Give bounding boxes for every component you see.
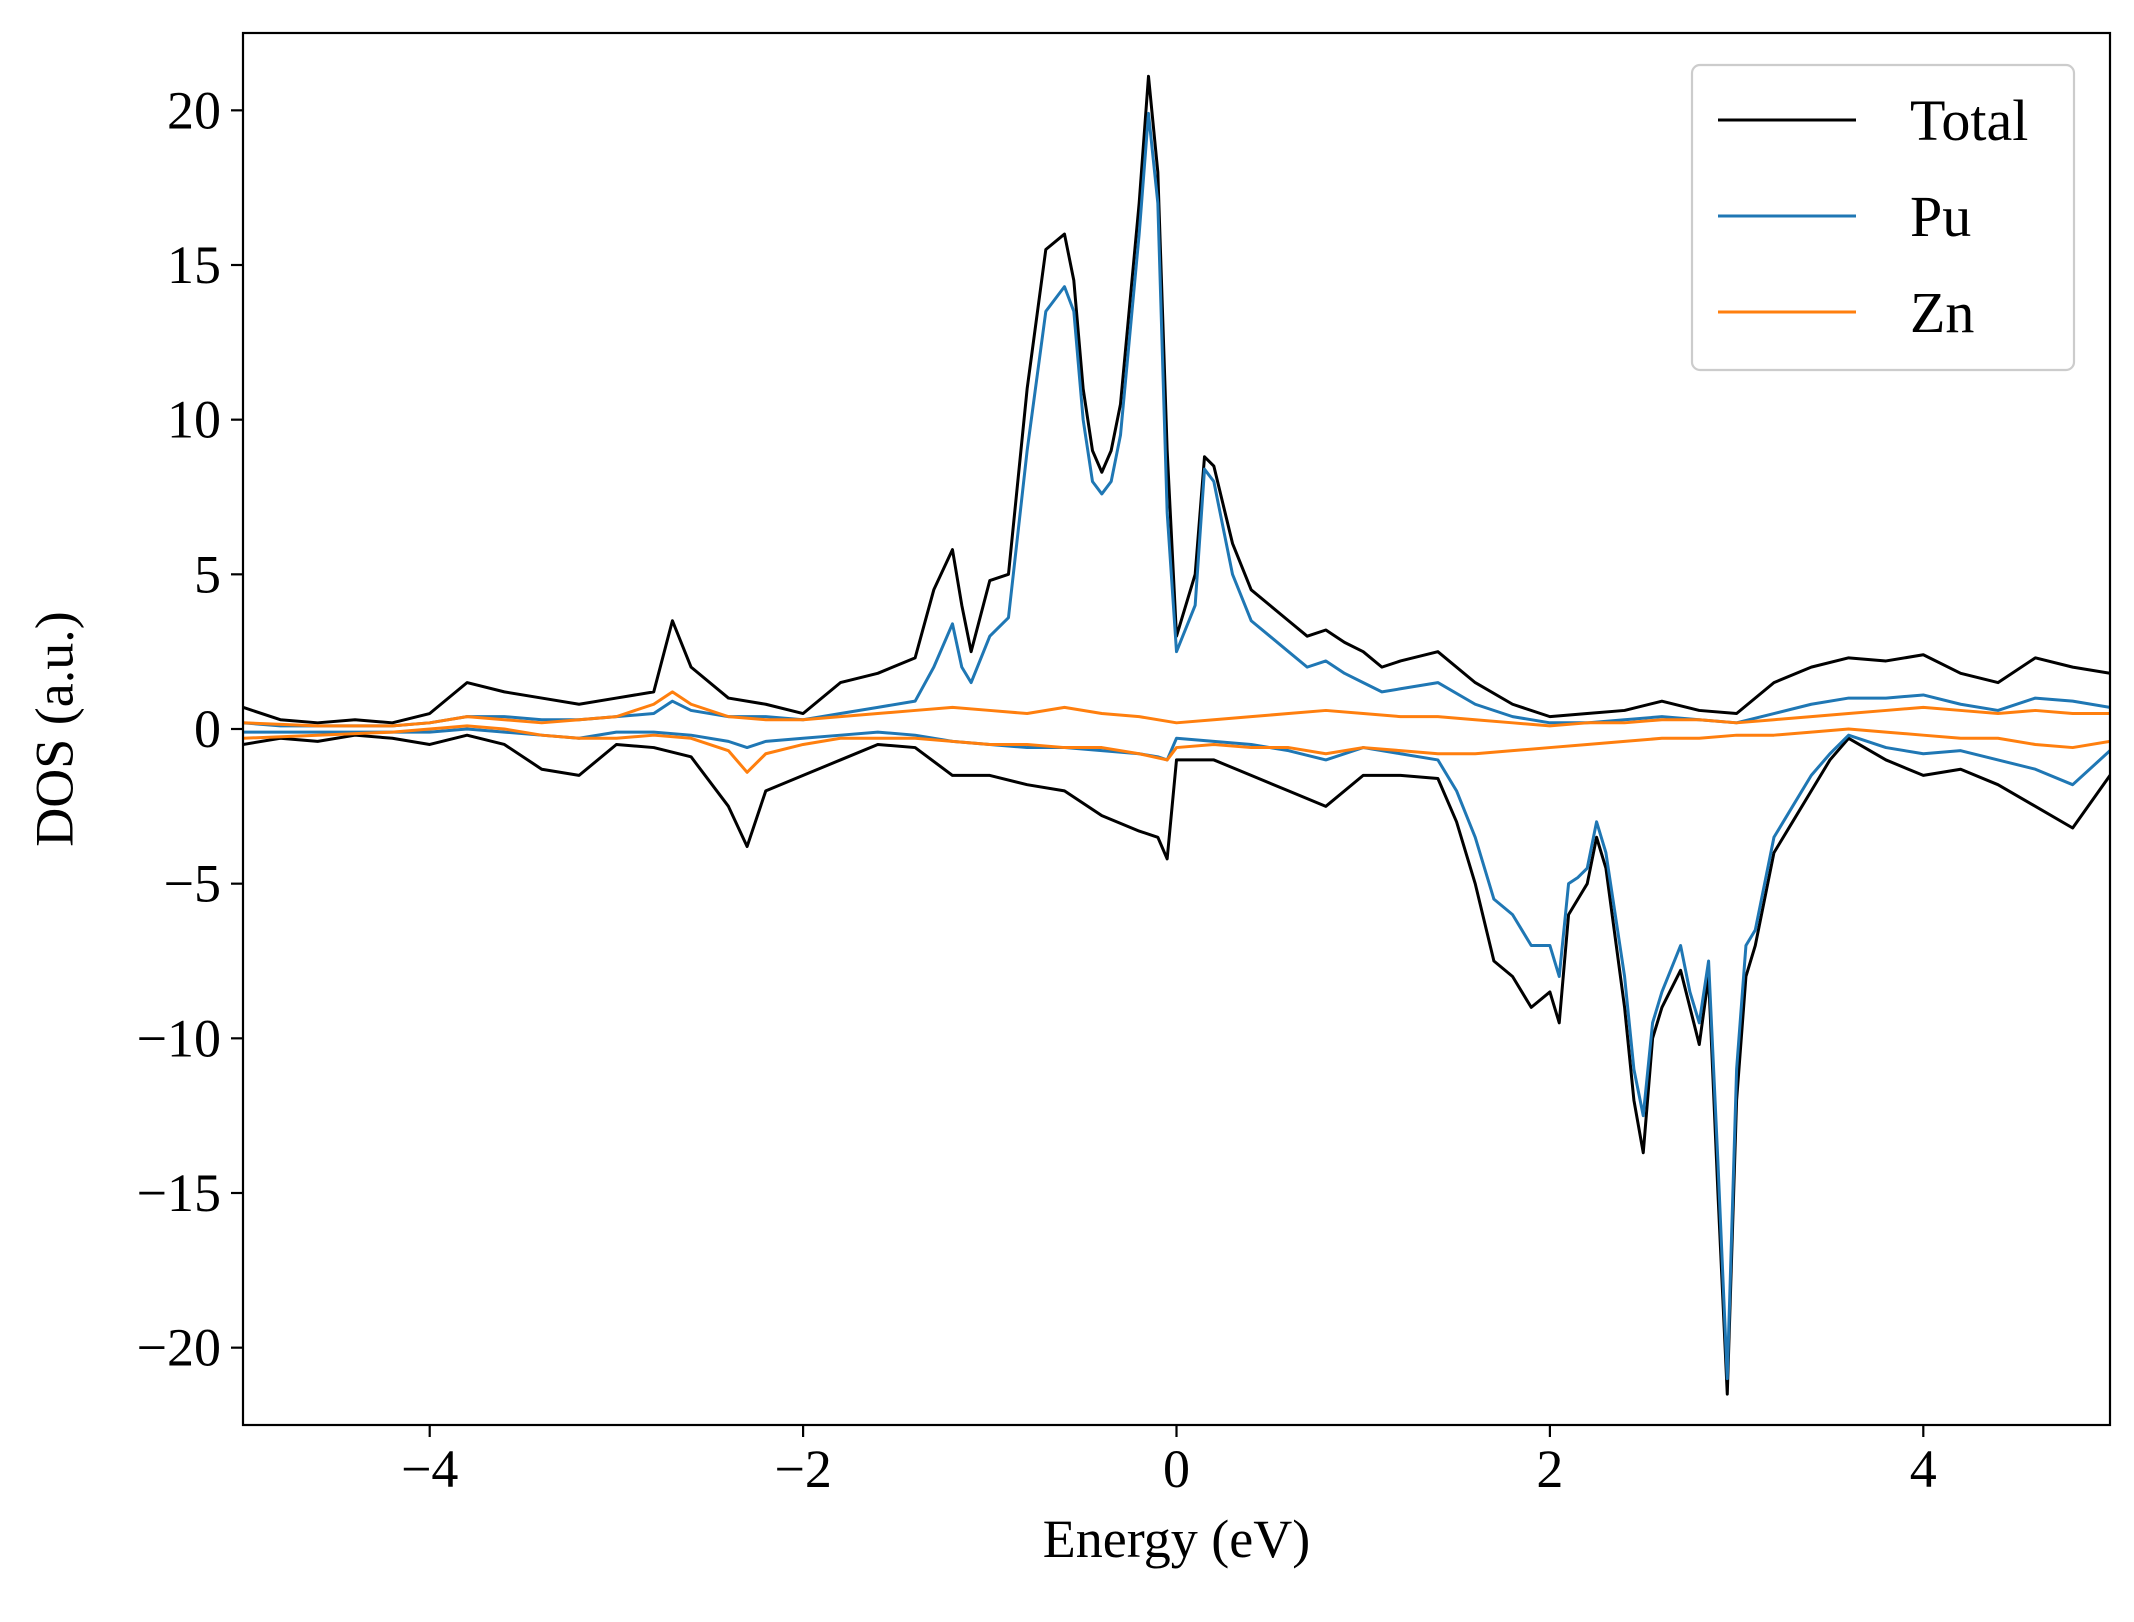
legend-entry-pu: Pu: [1718, 184, 1971, 249]
y-tick-label: 15: [167, 235, 221, 295]
series-line-zn-down: [243, 724, 2110, 774]
legend-label: Pu: [1910, 184, 1971, 249]
x-tick-label: −2: [774, 1439, 831, 1499]
legend-entry-total: Total: [1718, 88, 2028, 153]
legend-box: [1690, 63, 2076, 372]
x-tick-label: −4: [401, 1439, 458, 1499]
y-tick-label: 10: [167, 390, 221, 450]
y-tick-label: −5: [164, 854, 221, 914]
legend-label: Total: [1910, 88, 2028, 153]
y-axis-label: DOS (a.u.): [24, 611, 84, 846]
series-line-total-up: [243, 74, 2110, 725]
legend: Total Pu Zn: [1690, 63, 2076, 372]
series-line-pu-down: [243, 727, 2110, 1381]
y-tick-label: 5: [194, 544, 221, 604]
y-tick-label: 20: [167, 80, 221, 140]
x-tick-label: 0: [1163, 1439, 1190, 1499]
legend-entry-zn: Zn: [1718, 280, 1974, 345]
legend-label: Zn: [1910, 280, 1974, 345]
y-tick-label: −20: [137, 1318, 221, 1378]
y-tick-label: 0: [194, 699, 221, 759]
x-axis-label: Energy (eV): [1043, 1509, 1310, 1569]
y-axis: 20 15 10 5 0 −5 −10 −15 −20: [137, 80, 243, 1378]
series-line-zn-up: [243, 690, 2110, 728]
y-tick-label: −15: [137, 1163, 221, 1223]
series-layer: [243, 74, 2110, 1396]
x-axis: −4 −2 0 2 4: [401, 1425, 1937, 1499]
y-tick-label: −10: [137, 1008, 221, 1068]
x-tick-label: 4: [1910, 1439, 1937, 1499]
series-line-pu-up: [243, 111, 2110, 728]
x-tick-label: 2: [1536, 1439, 1563, 1499]
series-line-total-down: [243, 733, 2110, 1396]
